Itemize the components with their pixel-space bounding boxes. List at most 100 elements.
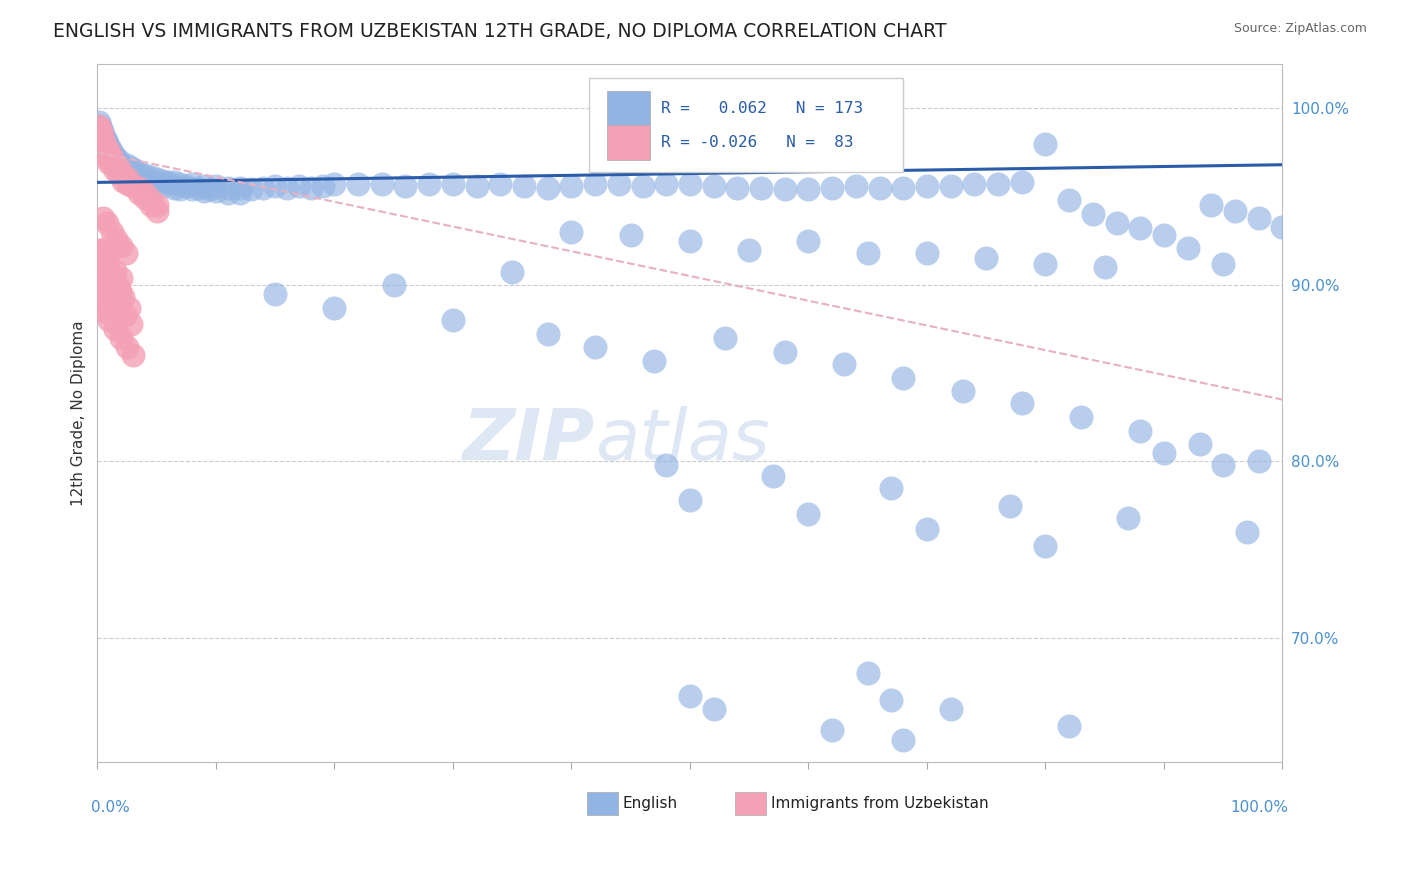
Point: [129, 172, 152, 186]
Point: [87, 133, 110, 147]
Point: [91, 253, 114, 268]
Point: [679, 177, 702, 191]
Point: [703, 701, 725, 715]
Point: [103, 290, 125, 304]
Point: [773, 345, 796, 359]
Point: [110, 163, 132, 178]
Point: [100, 145, 122, 160]
Point: [94, 145, 117, 160]
Point: [103, 154, 125, 169]
Point: [91, 142, 114, 156]
Point: [1070, 410, 1092, 425]
Point: [264, 286, 287, 301]
Point: [679, 234, 702, 248]
Point: [110, 331, 132, 345]
Text: Immigrants from Uzbekistan: Immigrants from Uzbekistan: [770, 796, 988, 811]
Point: [193, 178, 215, 193]
Point: [441, 177, 464, 191]
Point: [139, 198, 162, 212]
FancyBboxPatch shape: [589, 78, 903, 172]
Point: [120, 317, 142, 331]
Text: ZIP: ZIP: [463, 406, 595, 475]
Point: [105, 232, 128, 246]
Point: [89, 119, 111, 133]
Point: [1188, 437, 1211, 451]
Point: [98, 151, 121, 165]
Point: [105, 158, 128, 172]
Point: [152, 173, 174, 187]
Point: [915, 178, 938, 193]
Point: [91, 250, 114, 264]
Point: [169, 182, 191, 196]
Point: [90, 133, 112, 147]
Point: [1011, 396, 1033, 410]
Point: [98, 313, 121, 327]
Point: [963, 177, 986, 191]
Point: [91, 124, 114, 138]
Point: [537, 180, 560, 194]
Point: [93, 142, 115, 156]
Point: [96, 142, 118, 156]
Point: [89, 129, 111, 144]
Point: [169, 177, 191, 191]
Point: [583, 340, 606, 354]
Point: [643, 353, 665, 368]
Point: [100, 151, 122, 165]
Point: [122, 178, 145, 193]
Point: [100, 225, 122, 239]
Point: [939, 701, 962, 715]
Point: [94, 133, 117, 147]
Point: [120, 161, 142, 176]
Point: [98, 281, 121, 295]
Point: [91, 128, 114, 142]
Point: [501, 265, 523, 279]
Point: [107, 281, 129, 295]
Point: [112, 290, 135, 304]
Point: [418, 177, 440, 191]
Point: [115, 158, 138, 172]
Point: [89, 135, 111, 149]
Text: R = -0.026   N =  83: R = -0.026 N = 83: [661, 136, 853, 151]
Y-axis label: 12th Grade, No Diploma: 12th Grade, No Diploma: [72, 320, 86, 506]
Point: [94, 140, 117, 154]
Point: [87, 286, 110, 301]
FancyBboxPatch shape: [607, 91, 650, 125]
Point: [96, 136, 118, 151]
Point: [107, 167, 129, 181]
Point: [583, 177, 606, 191]
Point: [94, 272, 117, 286]
Point: [98, 140, 121, 154]
Point: [869, 180, 891, 194]
Point: [311, 178, 333, 193]
Point: [90, 126, 112, 140]
Point: [96, 260, 118, 275]
Point: [174, 178, 197, 193]
Point: [974, 252, 997, 266]
Point: [323, 301, 346, 315]
Point: [513, 178, 536, 193]
Text: Source: ZipAtlas.com: Source: ZipAtlas.com: [1233, 22, 1367, 36]
Point: [145, 203, 167, 218]
Point: [193, 184, 215, 198]
Point: [97, 153, 120, 167]
Point: [100, 151, 122, 165]
Point: [537, 327, 560, 342]
Point: [98, 151, 121, 165]
Point: [90, 133, 112, 147]
Point: [762, 468, 785, 483]
Point: [112, 169, 135, 183]
Point: [97, 140, 120, 154]
Point: [1201, 198, 1223, 212]
Point: [93, 136, 115, 151]
Point: [97, 263, 120, 277]
Point: [939, 178, 962, 193]
Point: [679, 493, 702, 508]
Point: [134, 186, 156, 200]
Point: [181, 177, 204, 191]
Point: [145, 172, 167, 186]
Point: [880, 481, 903, 495]
Point: [152, 178, 174, 193]
Point: [228, 180, 250, 194]
Point: [821, 180, 844, 194]
Point: [122, 349, 145, 363]
